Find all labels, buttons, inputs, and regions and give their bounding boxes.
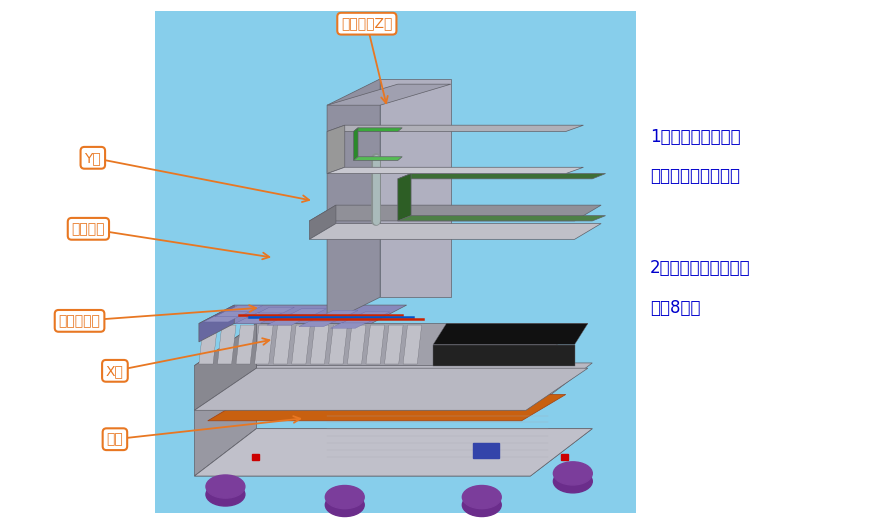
Circle shape: [206, 475, 245, 498]
Polygon shape: [226, 306, 263, 311]
Polygon shape: [290, 309, 326, 315]
Polygon shape: [247, 312, 283, 318]
Polygon shape: [203, 316, 240, 322]
Polygon shape: [347, 325, 366, 364]
Polygon shape: [194, 363, 592, 410]
Text: 1、大理石架构设备: 1、大理石架构设备: [650, 128, 741, 146]
Polygon shape: [354, 128, 358, 160]
Polygon shape: [194, 323, 588, 366]
Text: 机架: 机架: [107, 432, 123, 446]
Text: 自动对焦Z轴: 自动对焦Z轴: [341, 17, 392, 31]
Polygon shape: [433, 323, 588, 345]
Bar: [561, 454, 568, 460]
Polygon shape: [194, 429, 592, 476]
Polygon shape: [385, 325, 403, 364]
Polygon shape: [331, 322, 367, 328]
Polygon shape: [255, 325, 273, 364]
Polygon shape: [194, 363, 256, 476]
Polygon shape: [329, 325, 347, 364]
Polygon shape: [199, 325, 217, 364]
Polygon shape: [403, 325, 422, 364]
Polygon shape: [398, 216, 606, 221]
Bar: [473, 443, 499, 458]
Circle shape: [325, 493, 364, 517]
Circle shape: [325, 485, 364, 509]
Polygon shape: [327, 167, 583, 174]
Polygon shape: [199, 305, 234, 342]
Polygon shape: [342, 317, 378, 323]
Text: 减震抗震能力优秀。: 减震抗震能力优秀。: [650, 167, 740, 185]
Circle shape: [462, 493, 501, 517]
Polygon shape: [398, 174, 411, 221]
Polygon shape: [366, 325, 385, 364]
Circle shape: [553, 470, 592, 493]
Polygon shape: [309, 205, 336, 239]
Polygon shape: [194, 429, 592, 476]
Text: 2、切割承座满足一次: 2、切割承座满足一次: [650, 259, 751, 277]
Polygon shape: [327, 84, 451, 105]
Polygon shape: [433, 345, 575, 366]
Text: 大理石架构: 大理石架构: [58, 314, 101, 328]
Polygon shape: [354, 312, 390, 318]
Polygon shape: [310, 325, 329, 364]
Polygon shape: [235, 318, 271, 323]
Polygon shape: [322, 310, 358, 316]
Circle shape: [553, 462, 592, 485]
Text: Y轴: Y轴: [85, 151, 101, 165]
Polygon shape: [236, 325, 255, 364]
Polygon shape: [354, 128, 402, 132]
Polygon shape: [327, 79, 380, 323]
Polygon shape: [327, 125, 345, 174]
Polygon shape: [299, 321, 335, 327]
Polygon shape: [310, 316, 347, 321]
Text: 上料8片。: 上料8片。: [650, 299, 700, 317]
Polygon shape: [278, 314, 315, 320]
Circle shape: [462, 485, 501, 509]
Polygon shape: [199, 305, 407, 323]
Polygon shape: [309, 224, 601, 239]
Bar: [252, 454, 259, 460]
Polygon shape: [258, 307, 294, 313]
Polygon shape: [215, 311, 251, 317]
Polygon shape: [217, 325, 236, 364]
Polygon shape: [380, 79, 451, 297]
Polygon shape: [273, 325, 292, 364]
Text: 切割承座: 切割承座: [72, 222, 105, 236]
Polygon shape: [327, 125, 583, 132]
Polygon shape: [398, 174, 606, 179]
Text: X轴: X轴: [106, 364, 124, 378]
FancyBboxPatch shape: [155, 11, 636, 513]
Circle shape: [206, 483, 245, 506]
Polygon shape: [194, 323, 256, 410]
Polygon shape: [292, 325, 310, 364]
Polygon shape: [208, 394, 566, 421]
Polygon shape: [267, 319, 303, 325]
Polygon shape: [194, 368, 588, 410]
Polygon shape: [309, 205, 601, 221]
Polygon shape: [354, 157, 402, 160]
